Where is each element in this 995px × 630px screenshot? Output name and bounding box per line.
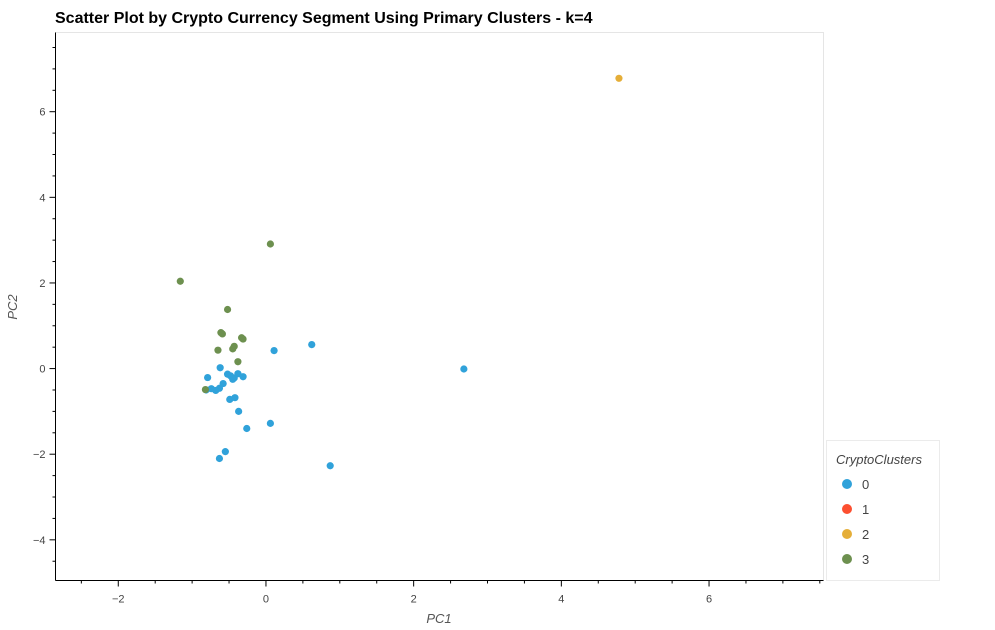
- x-axis: −2 0 2 4 6: [55, 580, 824, 606]
- legend-items: 0 1 2 3: [842, 477, 869, 567]
- legend-marker-0: [842, 479, 852, 489]
- point-cluster-3: [218, 330, 226, 338]
- chart-title: Scatter Plot by Crypto Currency Segment …: [55, 10, 593, 27]
- point-cluster-0: [243, 424, 251, 433]
- point-cluster-2: [615, 74, 623, 82]
- legend-marker-3: [842, 554, 852, 564]
- y-tick-label: 0: [39, 364, 45, 376]
- legend-marker-2: [842, 529, 852, 539]
- legend-label-3: 3: [862, 552, 869, 567]
- x-tick-label: 0: [263, 594, 269, 606]
- point-cluster-0: [460, 365, 468, 373]
- point-cluster-0: [229, 375, 237, 383]
- y-axis: −4 −2 0 2 4 6: [33, 32, 56, 581]
- point-cluster-0: [326, 462, 334, 470]
- point-cluster-0: [270, 346, 278, 355]
- point-cluster-0: [266, 419, 274, 427]
- x-tick-label: −2: [112, 594, 125, 606]
- point-cluster-3: [223, 305, 232, 314]
- x-axis-label: PC1: [426, 611, 451, 626]
- point-cluster-3: [176, 277, 184, 285]
- x-tick-label: 4: [558, 594, 564, 606]
- point-cluster-0: [221, 448, 229, 456]
- plot-frame: [55, 32, 824, 581]
- legend-label-2: 2: [862, 527, 869, 542]
- legend-marker-1: [842, 504, 852, 514]
- x-tick-label: 2: [411, 594, 417, 606]
- y-tick-label: 2: [39, 278, 45, 290]
- point-cluster-3: [234, 358, 242, 366]
- point-cluster-3: [229, 345, 237, 353]
- point-cluster-0: [231, 394, 239, 402]
- point-cluster-0: [216, 364, 224, 372]
- legend-label-0: 0: [862, 477, 869, 492]
- point-cluster-3: [239, 335, 247, 343]
- legend-title: CryptoClusters: [836, 452, 922, 467]
- point-cluster-0: [235, 407, 243, 415]
- y-tick-label: 4: [39, 192, 45, 204]
- x-tick-label: 6: [706, 594, 712, 606]
- point-cluster-3: [201, 385, 210, 394]
- legend-label-1: 1: [862, 502, 869, 517]
- y-tick-label: 6: [39, 107, 45, 119]
- data-points: [176, 74, 623, 470]
- point-cluster-3: [266, 240, 274, 248]
- point-cluster-0: [239, 373, 247, 381]
- point-cluster-0: [308, 341, 316, 349]
- y-tick-label: −2: [33, 449, 46, 461]
- point-cluster-0: [215, 454, 224, 463]
- y-tick-label: −4: [33, 535, 46, 547]
- point-cluster-0: [204, 373, 212, 382]
- point-cluster-3: [214, 346, 222, 354]
- y-axis-label: PC2: [5, 294, 20, 320]
- legend: CryptoClusters 0 1 2 3: [826, 440, 940, 581]
- point-cluster-0: [223, 370, 232, 378]
